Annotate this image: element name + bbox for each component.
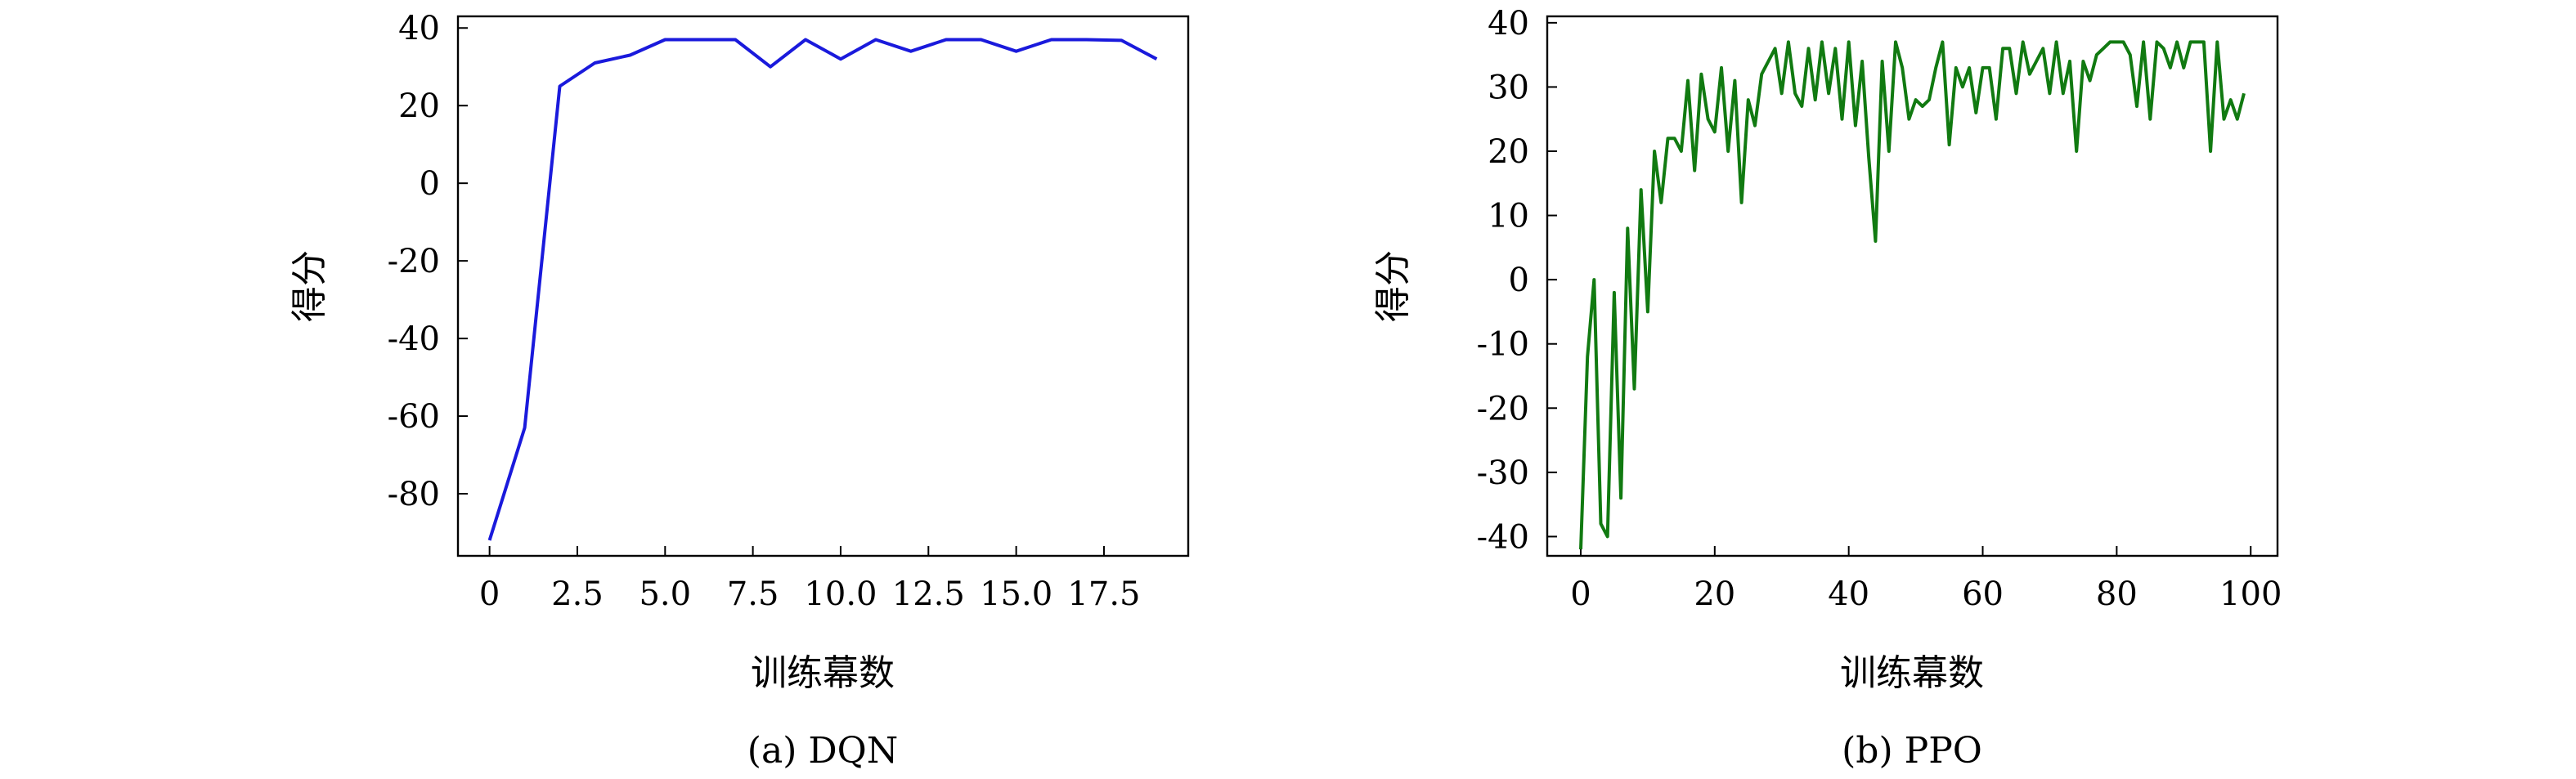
dqn-x-tick-label: 12.5	[892, 575, 965, 613]
ppo-y-tick-label: 30	[1488, 69, 1529, 106]
ppo-y-tick-label: -10	[1477, 326, 1529, 364]
dqn-x-ticks: 0 2.5 5.0 7.5 10.0 12.5 15.0 17.5	[479, 546, 1140, 613]
ppo-x-tick-label: 40	[1828, 575, 1869, 613]
dqn-score-line	[487, 38, 1158, 541]
ppo-y-tick-label: -20	[1477, 390, 1529, 428]
ppo-y-tick-label: 0	[1509, 262, 1529, 299]
dqn-y-tick-label: -60	[388, 398, 440, 436]
ppo-plot-frame	[1546, 15, 2279, 557]
dqn-x-tick-label: 17.5	[1067, 575, 1140, 613]
dqn-x-tick-label: 7.5	[727, 575, 779, 613]
dqn-y-axis-label: 得分	[289, 250, 330, 322]
dqn-x-tick-label: 5.0	[639, 575, 691, 613]
ppo-y-ticks: 40 30 20 10 0 -10 -20 -30 -40	[1477, 5, 1557, 556]
ppo-x-axis-label: 训练幕数	[1840, 652, 1984, 694]
dqn-x-tick-label: 2.5	[551, 575, 604, 613]
dqn-y-tick-label: -20	[388, 243, 440, 280]
dqn-y-tick-label: 20	[398, 87, 440, 125]
ppo-x-tick-label: 20	[1694, 575, 1735, 613]
dqn-y-tick-label: -80	[388, 476, 440, 513]
dqn-plot-frame	[456, 15, 1190, 557]
ppo-y-axis-label: 得分	[1372, 250, 1414, 322]
dqn-y-tick-label: -40	[388, 320, 440, 358]
ppo-y-tick-label: -40	[1477, 518, 1529, 556]
dqn-x-tick-label: 0	[479, 575, 500, 613]
ppo-x-ticks: 0 20 40 60 80 100	[1570, 546, 2282, 613]
ppo-caption: (b) PPO	[1842, 730, 1982, 772]
ppo-x-tick-label: 100	[2219, 575, 2282, 613]
dqn-x-tick-label: 10.0	[804, 575, 877, 613]
ppo-y-tick-label: 20	[1488, 133, 1529, 171]
ppo-y-tick-label: 10	[1488, 198, 1529, 235]
dqn-y-tick-label: 40	[398, 10, 440, 47]
dqn-chart: 0 2.5 5.0 7.5 10.0 12.5 15.0 17.5 40 20 0 -20 -40 -6…	[289, 10, 1190, 772]
ppo-y-tick-label: -30	[1477, 454, 1529, 492]
dqn-x-axis-label: 训练幕数	[751, 652, 895, 694]
dqn-y-ticks: 40 20 0 -20 -40 -60 -80	[388, 10, 468, 513]
ppo-score-line	[1579, 40, 2246, 550]
ppo-y-tick-label: 40	[1488, 5, 1529, 43]
ppo-x-tick-label: 80	[2096, 575, 2138, 613]
dqn-y-tick-label: 0	[420, 165, 440, 203]
ppo-x-tick-label: 60	[1962, 575, 2004, 613]
ppo-x-tick-label: 0	[1570, 575, 1591, 613]
dqn-x-tick-label: 15.0	[980, 575, 1052, 613]
dqn-caption: (a) DQN	[747, 730, 898, 772]
